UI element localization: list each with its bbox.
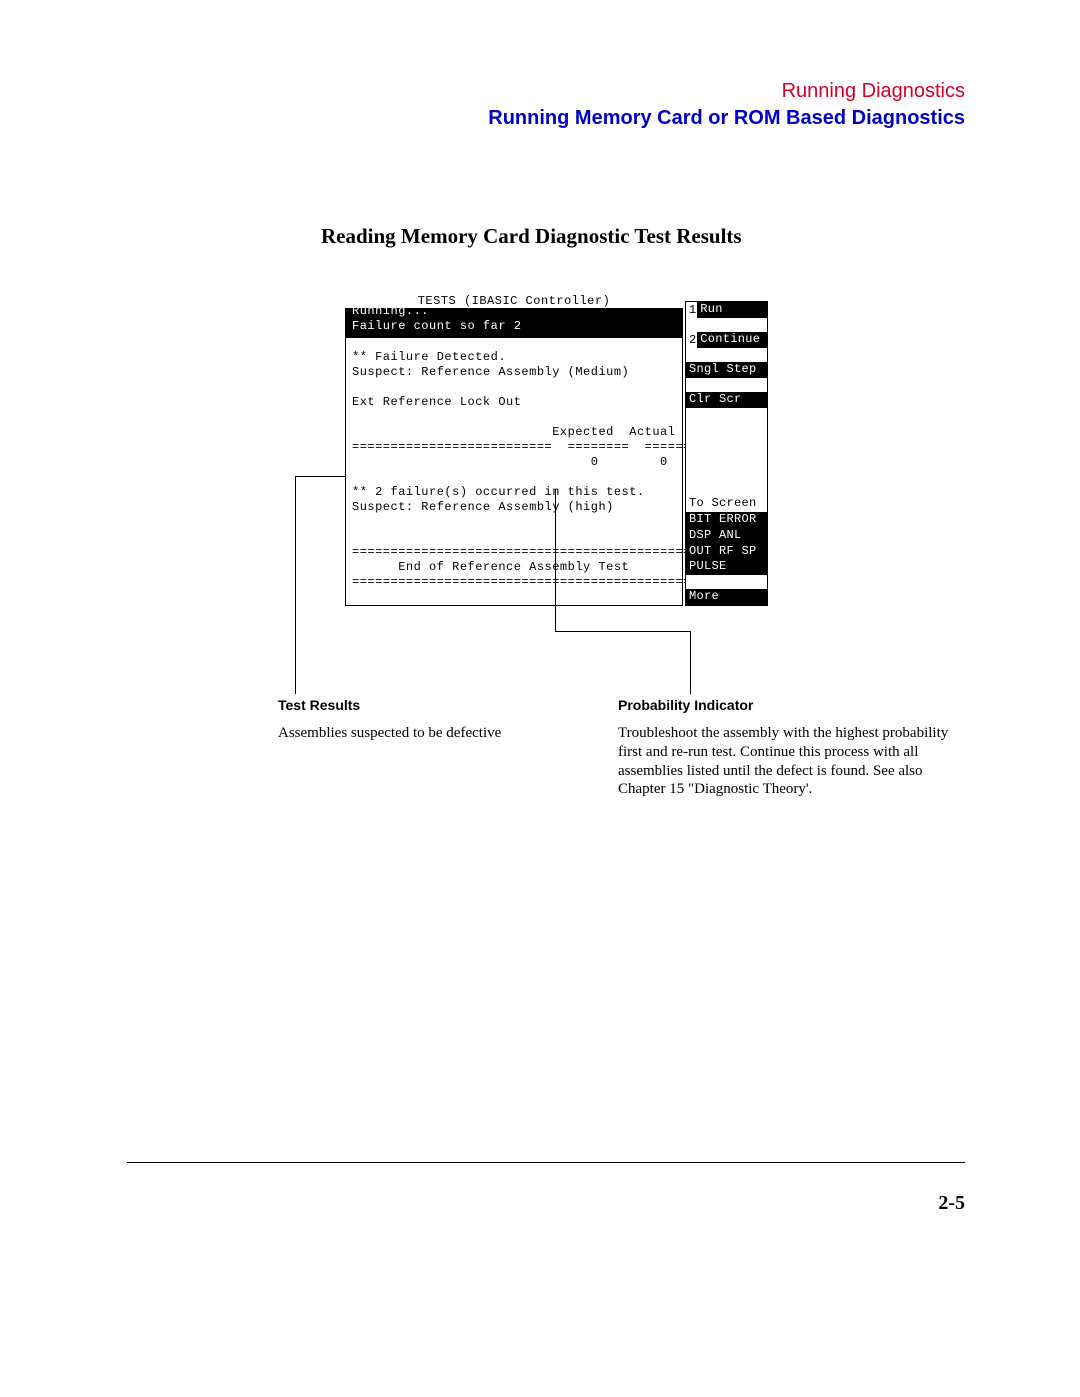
menu-run-row: 1 Run [686,302,767,318]
menu-continue-row: 2 Continue [686,332,767,348]
menu-spacer [686,408,767,497]
footer-rule [127,1162,965,1163]
menu-gap [686,348,767,362]
menu-continue-num: 2 [686,332,697,348]
menu-sngl-step[interactable]: Sngl Step [686,362,767,378]
callout-leader-right-v1 [555,489,556,631]
screenshot-main-panel: Running... Failure count so far 2 ** Fai… [345,301,683,606]
callout-left-label: Test Results [278,697,360,713]
menu-run[interactable]: Run [697,302,767,318]
screenshot-menu-panel: 1 Run 2 Continue Sngl Step Clr Scr To Sc… [685,301,768,606]
page-number: 2-5 [938,1192,965,1215]
section-title: Reading Memory Card Diagnostic Test Resu… [321,224,742,249]
menu-out-rf-sp[interactable]: OUT RF SP [686,544,767,560]
menu-dsp-anl[interactable]: DSP ANL [686,528,767,544]
callout-right-text: Troubleshoot the assembly with the highe… [618,724,953,799]
menu-bit-error[interactable]: BIT ERROR [686,512,767,528]
menu-gap [686,575,767,589]
menu-run-num: 1 [686,302,697,318]
screenshot-title: TESTS (IBASIC Controller) [345,294,683,308]
screenshot-body-text: ** Failure Detected. Suspect: Reference … [346,338,682,590]
callout-leader-left-v [295,476,296,694]
callout-leader-right-v2 [690,631,691,694]
page-header: Running Diagnostics Running Memory Card … [488,80,965,130]
callout-right-label: Probability Indicator [618,697,753,713]
menu-to-screen: To Screen [686,496,767,512]
callout-leader-left-h [295,476,346,477]
header-chapter: Running Diagnostics [488,80,965,103]
menu-gap [686,318,767,332]
menu-pulse[interactable]: PULSE [686,559,767,575]
header-section: Running Memory Card or ROM Based Diagnos… [488,107,965,130]
menu-more[interactable]: More [686,589,767,605]
menu-gap [686,378,767,392]
callout-left-text: Assemblies suspected to be defective [278,724,558,743]
menu-continue[interactable]: Continue [697,332,767,348]
callout-leader-right-h [555,631,690,632]
diagnostic-screenshot: TESTS (IBASIC Controller) Running... Fai… [345,298,768,608]
menu-clr-scr[interactable]: Clr Scr [686,392,767,408]
